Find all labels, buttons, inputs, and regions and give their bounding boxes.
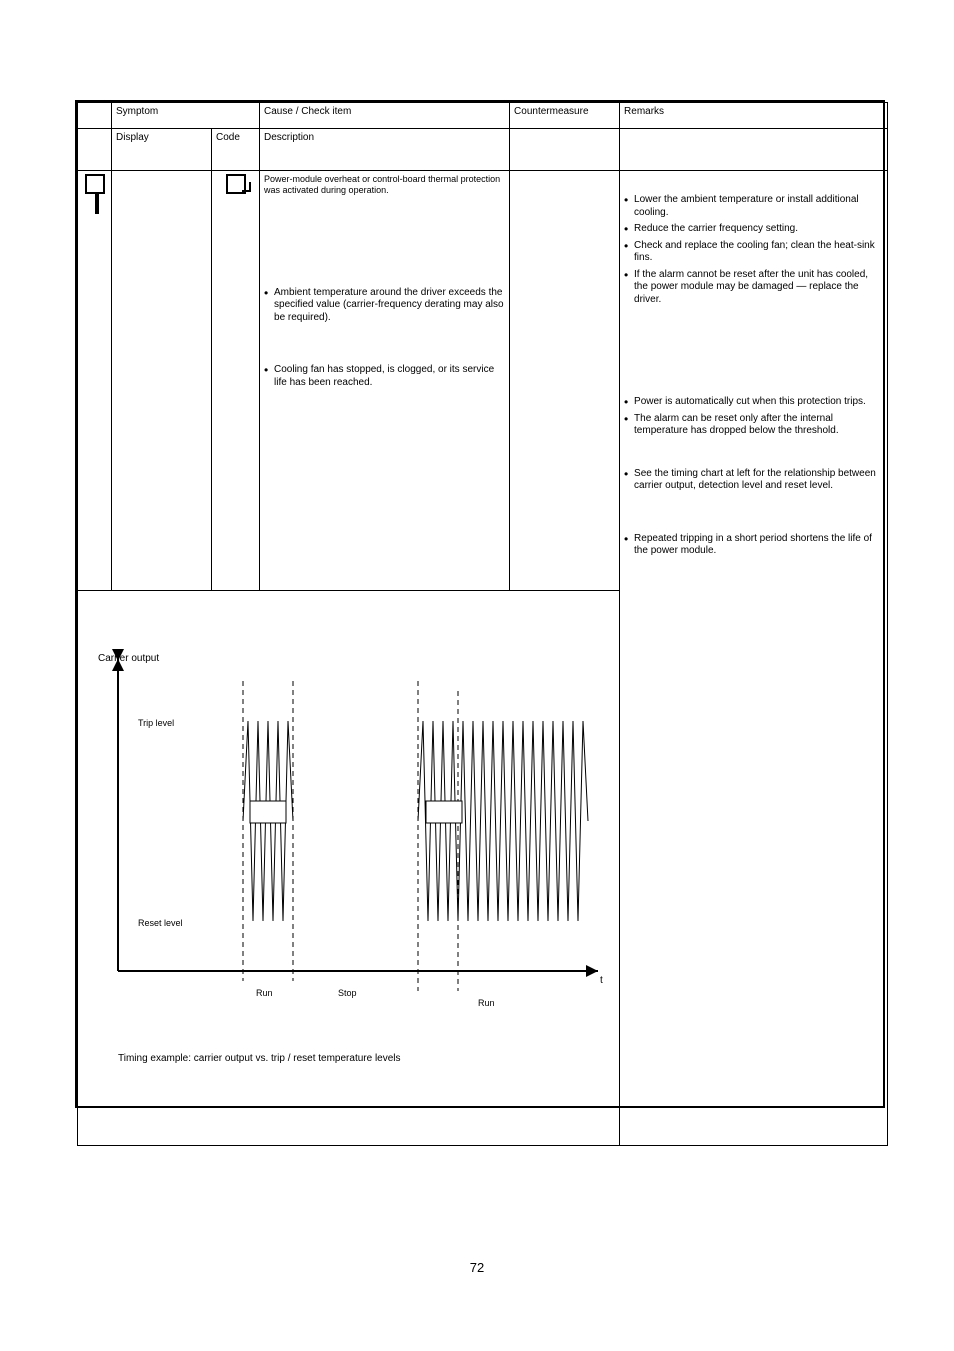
desc-bullet: Ambient temperature around the driver ex…: [264, 287, 505, 325]
desc-bullet: Cooling fan has stopped, is clogged, or …: [264, 364, 505, 389]
page-frame: Symptom Cause / Check item Countermeasur…: [75, 100, 885, 1108]
remark-bullet: The alarm can be reset only after the in…: [624, 413, 883, 438]
annot-run2: Run: [478, 998, 495, 1008]
main-table: Symptom Cause / Check item Countermeasur…: [77, 102, 888, 1146]
cell-desc: Power-module overheat or control-board t…: [260, 171, 510, 591]
cell-display: [112, 171, 212, 591]
sub-display: Display: [112, 129, 212, 171]
cell-icon1: [78, 171, 112, 591]
page-number: 72: [0, 1260, 954, 1275]
sub-cm: [510, 129, 620, 171]
sub-blank: [78, 129, 112, 171]
remark-bullet: Reduce the carrier frequency setting.: [624, 223, 883, 236]
remark-bullet: Lower the ambient temperature or install…: [624, 194, 883, 219]
table-row: Power-module overheat or control-board t…: [78, 171, 888, 591]
hdr-cause: Cause / Check item: [260, 103, 510, 129]
annot-reset: Reset level: [138, 918, 183, 928]
hdr-symptom: Symptom: [112, 103, 260, 129]
y-axis-label: Carrier output: [98, 653, 159, 664]
sub-rem: [620, 129, 888, 171]
table-header-row: Symptom Cause / Check item Countermeasur…: [78, 103, 888, 129]
sub-code: Code: [212, 129, 260, 171]
bar-icon: [95, 194, 99, 214]
hdr-remarks: Remarks: [620, 103, 888, 129]
square-dotted-icon: [85, 174, 105, 194]
desc-text: Power-module overheat or control-board t…: [264, 174, 505, 197]
timing-diagram: Carrier output t Run Stop Run Trip level…: [78, 591, 618, 1146]
cell-remarks: Lower the ambient temperature or install…: [620, 171, 888, 1146]
remark-bullet: If the alarm cannot be reset after the u…: [624, 269, 883, 307]
cell-icon2: [212, 171, 260, 591]
sub-desc: Description: [260, 129, 510, 171]
remark-bullet: Check and replace the cooling fan; clean…: [624, 240, 883, 265]
annot-trip: Trip level: [138, 718, 174, 728]
square-tail-icon: [226, 174, 246, 194]
annot-run1: Run: [256, 988, 273, 998]
diagram-caption: Timing example: carrier output vs. trip …: [118, 1053, 401, 1064]
x-axis-label: t: [600, 975, 603, 986]
remark-bullet: See the timing chart at left for the rel…: [624, 468, 883, 493]
remark-bullet: Power is automatically cut when this pro…: [624, 396, 883, 409]
diagram-cell: Carrier output t Run Stop Run Trip level…: [78, 591, 620, 1146]
cell-cm: [510, 171, 620, 591]
hdr-counter: Countermeasure: [510, 103, 620, 129]
remark-bullet: Repeated tripping in a short period shor…: [624, 533, 883, 558]
table-subheader-row: Display Code Description: [78, 129, 888, 171]
hdr-blank: [78, 103, 112, 129]
annot-stop: Stop: [338, 988, 357, 998]
